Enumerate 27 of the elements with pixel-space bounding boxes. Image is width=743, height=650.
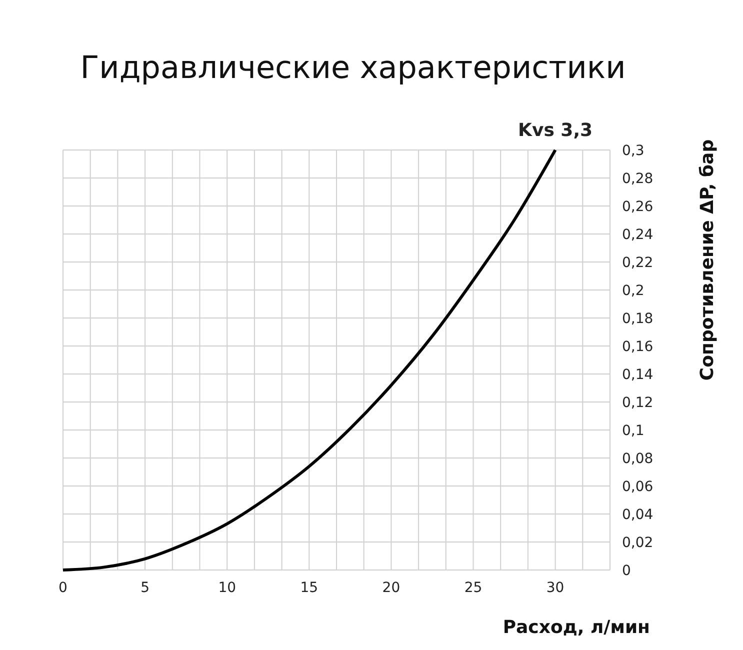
x-tick-label: 20	[382, 580, 400, 596]
y-tick-label: 0,12	[622, 395, 654, 411]
x-tick-label: 15	[300, 580, 318, 596]
x-tick-label: 0	[58, 580, 68, 596]
y-tick-label: 0,1	[622, 423, 644, 439]
y-tick-label: 0,3	[622, 143, 644, 159]
x-tick-label: 30	[546, 580, 564, 596]
x-axis-title: Расход, л/мин	[502, 617, 650, 638]
y-tick-label: 0,28	[622, 171, 654, 187]
x-tick-label: 10	[218, 580, 236, 596]
y-tick-label: 0,02	[622, 535, 654, 551]
y-tick-label: 0,18	[622, 311, 654, 327]
chart-title: Гидравлические характеристики	[80, 50, 626, 86]
y-tick-label: 0,2	[622, 283, 644, 299]
y-tick-label: 0,08	[622, 451, 654, 467]
y-tick-label: 0,14	[622, 367, 654, 383]
y-tick-label: 0,24	[622, 227, 654, 243]
series-label: Kvs 3,3	[518, 120, 593, 141]
y-tick-label: 0	[622, 563, 631, 579]
y-tick-label: 0,26	[622, 199, 654, 215]
y-tick-label: 0,06	[622, 479, 654, 495]
y-tick-label: 0,22	[622, 255, 654, 271]
y-tick-label: 0,16	[622, 339, 654, 355]
y-tick-label: 0,04	[622, 507, 654, 523]
y-axis-title: Сопротивление ΔP, бар	[697, 139, 718, 381]
x-tick-label: 5	[140, 580, 150, 596]
x-tick-label: 25	[464, 580, 482, 596]
